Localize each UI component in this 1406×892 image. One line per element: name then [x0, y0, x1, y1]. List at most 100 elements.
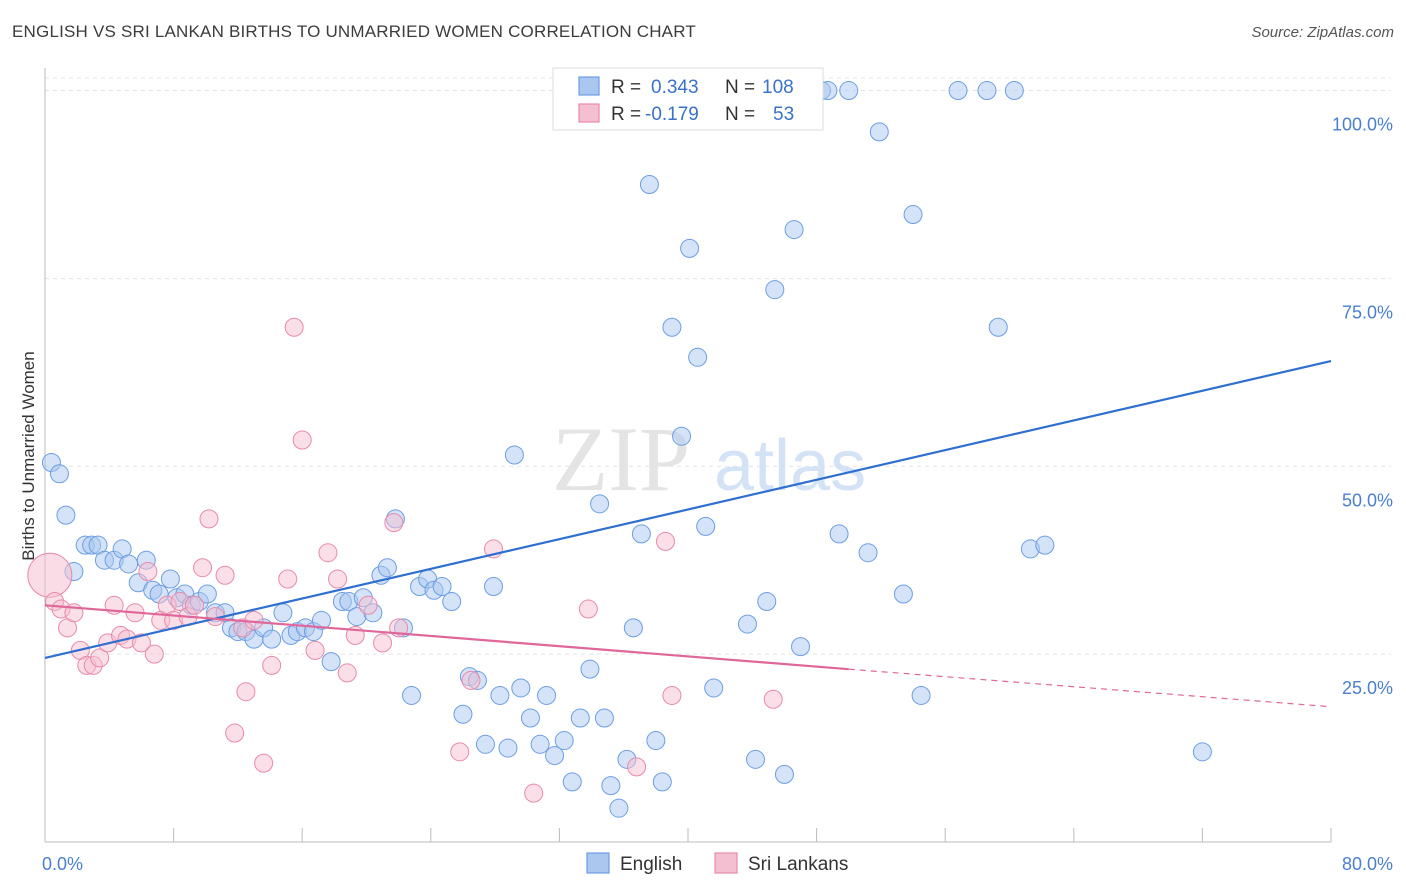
english-trend-line — [44, 359, 1332, 659]
english-point-80 — [680, 238, 700, 258]
stats-n-value-srilankan: 53 — [773, 104, 794, 125]
chart-title: ENGLISH VS SRI LANKAN BIRTHS TO UNMARRIE… — [12, 22, 696, 41]
srilankan-point-51 — [655, 531, 675, 551]
srilankan-point-46 — [461, 670, 481, 690]
srilankan-point-48 — [524, 783, 544, 803]
english-point-86 — [737, 614, 757, 634]
srilankan-point-15 — [138, 561, 158, 581]
english-point-81 — [688, 347, 708, 367]
english-point-68 — [590, 494, 610, 514]
english-point-20 — [197, 584, 217, 604]
srilankan-point-43 — [384, 513, 404, 533]
trend-lines — [44, 359, 1332, 708]
srilankan-point-39 — [337, 663, 357, 683]
srilankan-point-29 — [236, 682, 256, 702]
srilankan-point-24 — [199, 509, 219, 529]
english-point-88 — [757, 592, 777, 612]
srilankan-point-36 — [305, 640, 325, 660]
y-tick-label-2: 75.0% — [1342, 302, 1393, 322]
srilankan-point-35 — [292, 430, 312, 450]
srilankan-point-8 — [90, 648, 110, 668]
watermark: ZIP atlas — [552, 408, 866, 510]
english-point-73 — [623, 618, 643, 638]
srilankan-point-42 — [373, 633, 393, 653]
x-tick-label-1: 80.0% — [1342, 854, 1393, 874]
stats-r-value-srilankan: -0.179 — [645, 104, 699, 125]
english-point-58 — [504, 445, 524, 465]
srilankan-point-16 — [144, 644, 164, 664]
srilankan-point-23 — [193, 558, 213, 578]
english-point-51 — [453, 704, 473, 724]
legend-swatch-english — [586, 852, 610, 874]
srilankan-point-32 — [262, 655, 282, 675]
english-point-29 — [273, 603, 293, 623]
english-point-98 — [869, 122, 889, 142]
english-point-76 — [646, 731, 666, 751]
english-point-70 — [601, 776, 621, 796]
english-point-77 — [652, 772, 672, 792]
english-point-103 — [977, 81, 997, 101]
english-point-65 — [562, 772, 582, 792]
stats-r-value-english: 0.343 — [651, 77, 699, 98]
y-tick-label-1: 50.0% — [1342, 490, 1393, 510]
english-point-63 — [545, 746, 565, 766]
english-point-49 — [432, 577, 452, 597]
legend-swatch-srilankan — [714, 852, 738, 874]
english-point-59 — [511, 678, 531, 698]
english-point-10 — [119, 554, 139, 574]
x-tick-label-0: 0.0% — [42, 854, 83, 874]
srilankan-point-26 — [215, 565, 235, 585]
english-point-87 — [746, 749, 766, 769]
english-point-62 — [537, 685, 557, 705]
srilankan-point-27 — [225, 723, 245, 743]
srilankan-point-41 — [358, 595, 378, 615]
english-point-57 — [498, 738, 518, 758]
english-point-92 — [791, 637, 811, 657]
english-point-35 — [321, 652, 341, 672]
y-tick-label-3: 100.0% — [1332, 115, 1393, 135]
srilankan-point-49 — [578, 599, 598, 619]
stats-r-label-srilankan: R = — [611, 104, 641, 125]
english-point-83 — [704, 678, 724, 698]
english-point-108 — [1192, 742, 1212, 762]
legend-label-srilankan: Sri Lankans — [748, 854, 848, 875]
english-point-67 — [580, 659, 600, 679]
srilankan-trend-line — [44, 604, 849, 671]
english-point-90 — [774, 764, 794, 784]
english-point-69 — [594, 708, 614, 728]
english-point-101 — [911, 685, 931, 705]
stats-legend-swatch-english — [578, 76, 600, 96]
english-point-2 — [56, 505, 76, 525]
stats-r-label-english: R = — [611, 77, 641, 98]
english-point-42 — [377, 558, 397, 578]
y-tick-label-0: 25.0% — [1342, 678, 1393, 698]
gridlines — [45, 77, 1391, 655]
english-point-100 — [903, 205, 923, 225]
english-point-91 — [784, 220, 804, 240]
english-point-97 — [858, 543, 878, 563]
english-point-55 — [483, 577, 503, 597]
x-ticks — [44, 828, 1332, 842]
english-point-71 — [609, 798, 629, 818]
stats-legend-swatch-srilankan — [578, 103, 600, 123]
english-point-104 — [988, 317, 1008, 337]
series-legend: English Sri Lankans — [586, 852, 848, 875]
srilankan-point-31 — [254, 753, 274, 773]
english-point-105 — [1004, 81, 1024, 101]
english-point-1 — [49, 464, 69, 484]
stats-n-value-english: 108 — [762, 77, 794, 98]
english-point-50 — [442, 592, 462, 612]
english-point-15 — [160, 569, 180, 589]
srilankan-point-50 — [627, 757, 647, 777]
srilankan-point-33 — [278, 569, 298, 589]
english-point-34 — [311, 610, 331, 630]
srilankan-point-22 — [184, 595, 204, 615]
english-point-78 — [662, 317, 682, 337]
english-point-66 — [570, 708, 590, 728]
srilankan-point-14 — [131, 633, 151, 653]
english-point-60 — [520, 708, 540, 728]
english-point-79 — [672, 426, 692, 446]
english-point-107 — [1035, 535, 1055, 555]
english-point-54 — [475, 734, 495, 754]
